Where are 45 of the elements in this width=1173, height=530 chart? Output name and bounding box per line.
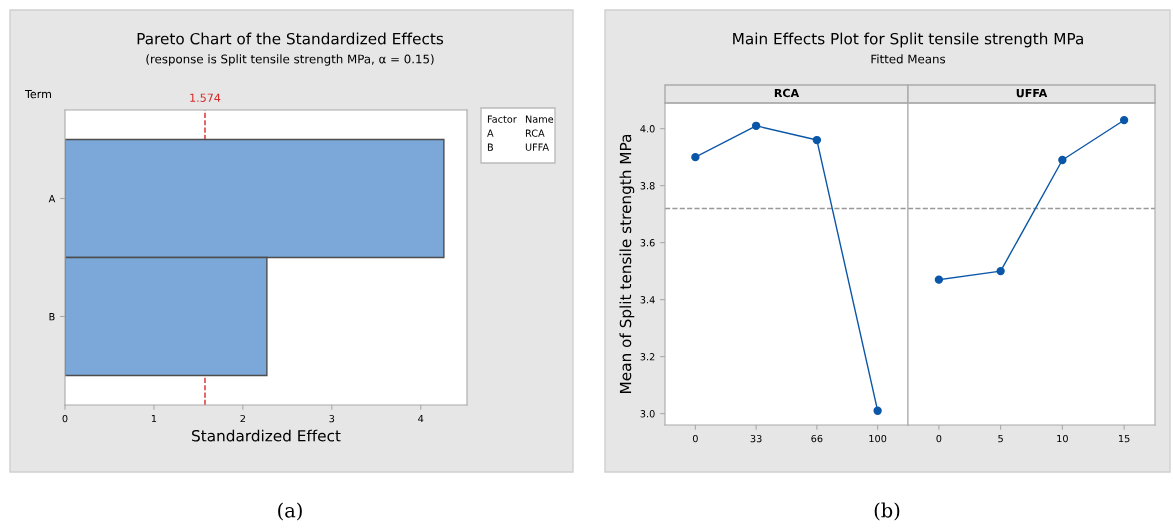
chart-title: Main Effects Plot for Split tensile strength MPa (733, 32, 1083, 48)
point (812, 135, 822, 145)
text: UFFA (525, 143, 549, 151)
point (1058, 155, 1067, 165)
point (873, 406, 882, 415)
y-tick-label: 4.0 (640, 125, 655, 133)
x-tick-label: 0 (62, 414, 68, 423)
chart-subtitle: Fitted Means (871, 54, 946, 64)
text: A (487, 129, 494, 137)
x-tick-label: 10 (1057, 434, 1068, 443)
y-tick-label: 3.4 (640, 296, 655, 304)
x-axis-title: RCA (774, 88, 800, 98)
y-tick-label: 3.8 (640, 182, 655, 190)
y-tick-label: 3.2 (640, 353, 655, 361)
x-tick-label: 4 (418, 415, 424, 423)
y-axis-title: Mean of Split tensile strength MPa (619, 134, 635, 393)
y-tick-label: 3.0 (640, 410, 655, 418)
y-tick-label: 3.6 (640, 239, 655, 247)
x-tick-label: 1 (151, 415, 157, 423)
x-tick-label: 0 (936, 434, 942, 443)
ref-line-label: 1.574 (190, 93, 221, 102)
point (934, 275, 944, 284)
x-axis-title: Standardized Effect (192, 429, 341, 442)
x-tick-label: 66 (811, 434, 823, 443)
text: RCA (525, 129, 545, 137)
x-tick-label: 15 (1119, 435, 1130, 443)
text: B (487, 143, 493, 151)
y-axis-title: Term (24, 89, 51, 99)
x-tick-label: 3 (329, 414, 335, 423)
text: (b) (874, 502, 900, 521)
point (996, 266, 1005, 276)
x-tick-label: 33 (750, 434, 762, 443)
text: Factor (487, 115, 517, 123)
point (751, 121, 761, 130)
x-axis-title: UFFA (1016, 88, 1048, 98)
point (691, 152, 700, 162)
text: Name (525, 115, 554, 123)
chart-subtitle: (response is Split tensile strength MPa, α = 0.15) (146, 54, 434, 66)
point (1119, 115, 1129, 125)
x-tick-label: 0 (692, 434, 698, 443)
chart-title: Pareto Chart of the Standardized Effects (137, 32, 444, 45)
text: (a) (278, 502, 302, 521)
x-tick-label: 5 (998, 435, 1003, 443)
x-tick-label: 100 (869, 434, 887, 443)
x-tick-label: 2 (240, 414, 245, 423)
